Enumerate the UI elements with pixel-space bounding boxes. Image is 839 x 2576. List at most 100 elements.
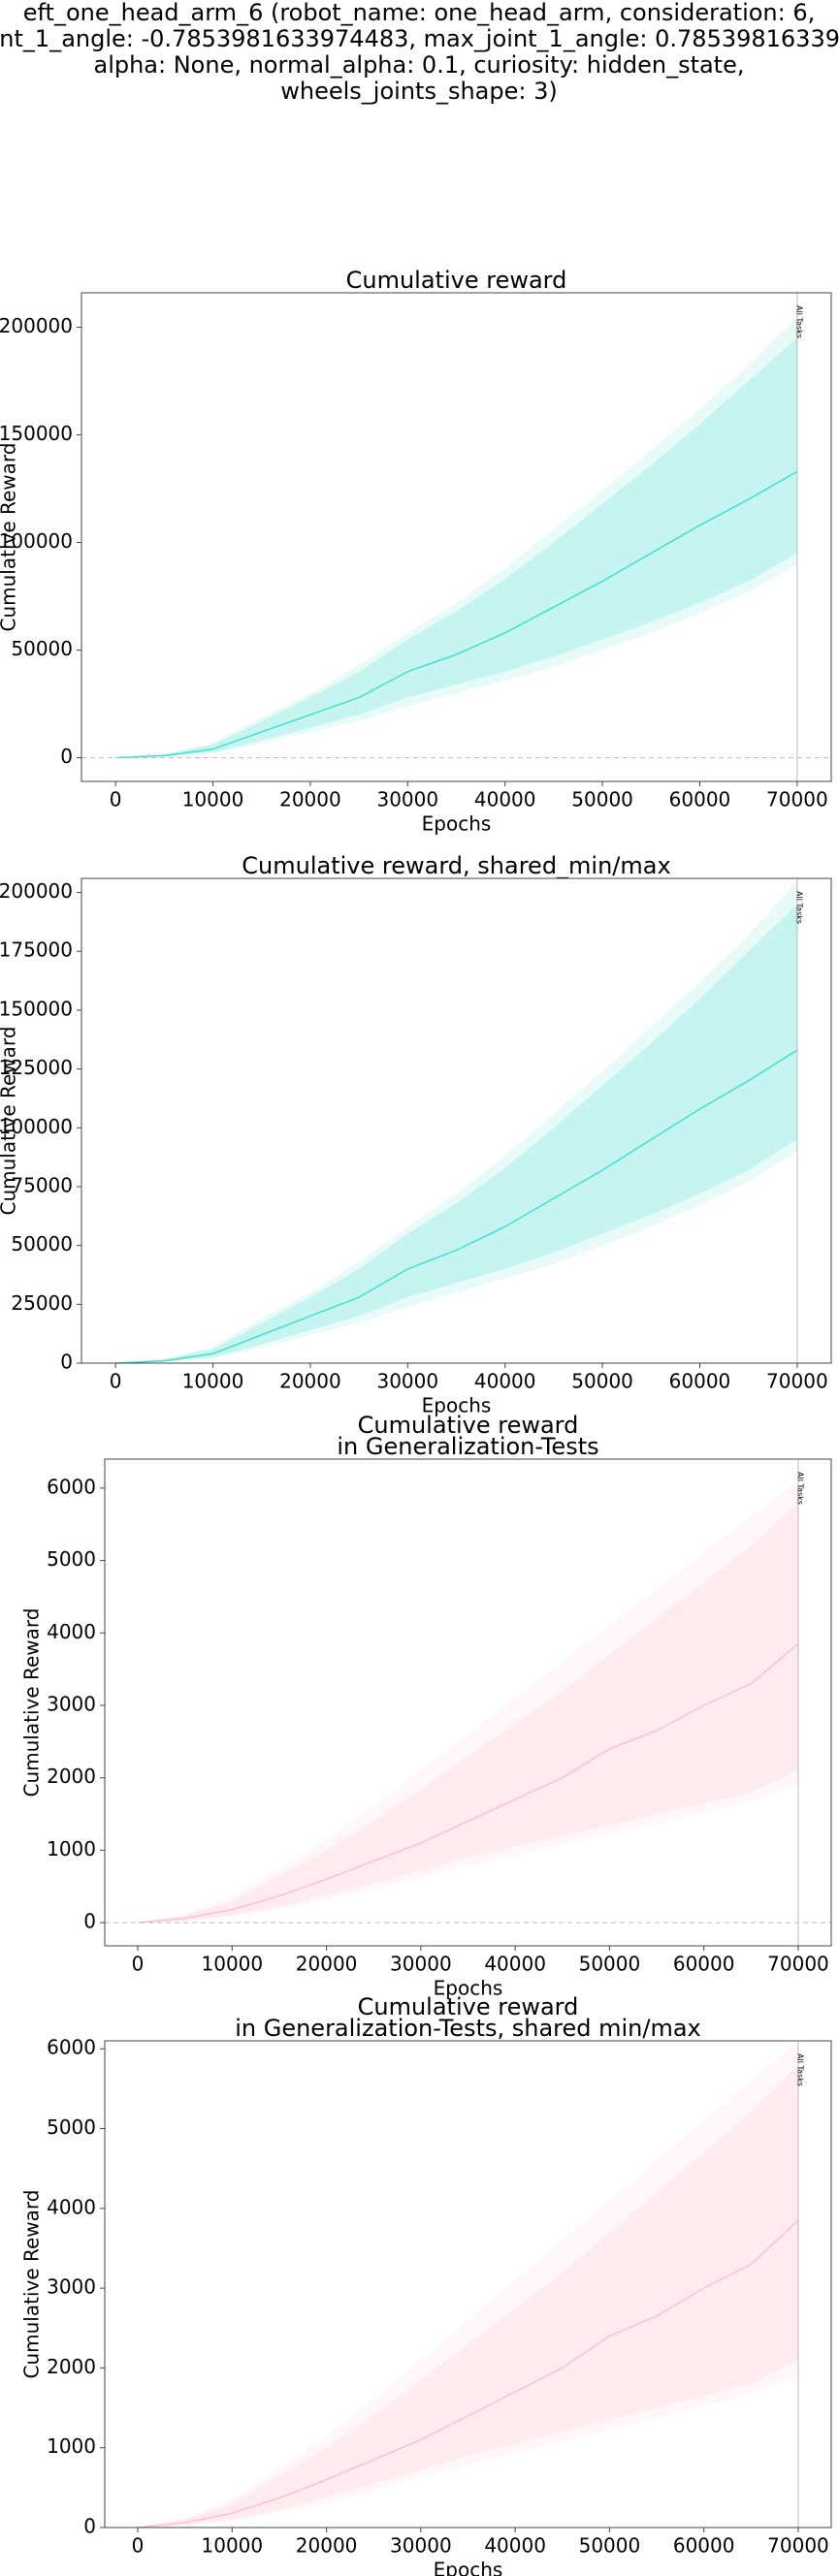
x-tick-label: 70000 [767, 2534, 829, 2558]
x-tick-label: 30000 [376, 1370, 438, 1393]
y-axis-label: Cumulative Reward [20, 2190, 44, 2379]
x-tick-label: 0 [132, 1953, 145, 1976]
mean-line [137, 1642, 799, 1924]
y-tick-label: 150000 [0, 422, 73, 445]
x-tick-label: 60000 [673, 1953, 735, 1976]
x-tick-label: 60000 [669, 1370, 731, 1393]
x-tick-label: 20000 [279, 1370, 341, 1393]
x-axis-label: Epochs [422, 1394, 492, 1417]
x-tick-label: 40000 [474, 788, 536, 811]
x-tick-label: 10000 [202, 2534, 264, 2558]
x-tick-label: 30000 [376, 788, 438, 811]
std-band [115, 904, 797, 1363]
annotation: All Tasks [794, 305, 803, 338]
x-tick-label: 50000 [579, 2534, 641, 2558]
range-band [138, 1480, 798, 1924]
chart-title: Cumulative reward [346, 267, 567, 294]
chart-title: in Generalization-Tests, shared min/max [235, 2015, 701, 2042]
x-tick-label: 50000 [571, 788, 633, 811]
x-tick-label: 60000 [669, 788, 731, 811]
y-tick-label: 4000 [47, 2195, 96, 2218]
range-band [138, 2041, 798, 2528]
y-tick-label: 100000 [0, 529, 73, 553]
y-axis-label: Cumulative Reward [20, 1608, 44, 1797]
plot-area [137, 2041, 799, 2528]
y-tick-label: 5000 [47, 1547, 96, 1571]
std-band [138, 2064, 798, 2528]
mean-line [137, 2219, 799, 2528]
x-tick-label: 50000 [571, 1370, 633, 1393]
y-tick-label: 125000 [0, 1056, 73, 1079]
x-tick-label: 70000 [766, 788, 828, 811]
x-tick-label: 30000 [390, 1953, 452, 1976]
suptitle: alpha: None, normal_alpha: 0.1, curiosit… [93, 51, 744, 79]
x-tick-label: 60000 [673, 2534, 735, 2558]
mean-line [115, 1049, 798, 1363]
mean-line [115, 470, 798, 759]
y-tick-label: 5000 [47, 2115, 96, 2139]
y-tick-label: 0 [60, 745, 73, 768]
y-tick-label: 1000 [47, 1837, 96, 1860]
chart-title: Cumulative reward [358, 1412, 579, 1439]
x-tick-label: 0 [132, 2534, 145, 2558]
x-axis-label: Epochs [422, 812, 492, 836]
y-tick-label: 1000 [47, 2434, 96, 2458]
y-tick-label: 175000 [0, 938, 73, 962]
annotation: All Tasks [794, 891, 803, 924]
y-tick-label: 150000 [0, 997, 73, 1020]
y-tick-label: 3000 [47, 1692, 96, 1715]
std-band [138, 1502, 798, 1924]
y-tick-label: 0 [83, 2515, 96, 2538]
y-tick-label: 0 [83, 1910, 96, 1933]
x-tick-label: 10000 [182, 1370, 244, 1393]
chart-title: Cumulative reward [358, 1993, 579, 2020]
y-tick-label: 6000 [47, 1475, 96, 1498]
y-axis-label: Cumulative Reward [0, 443, 20, 632]
y-tick-label: 3000 [47, 2275, 96, 2299]
y-tick-label: 2000 [47, 1765, 96, 1788]
plot-area [81, 293, 831, 781]
chart-title: Cumulative reward, shared_min/max [242, 852, 670, 879]
y-axis-label: Cumulative Reward [0, 1027, 20, 1216]
x-tick-label: 10000 [202, 1953, 264, 1976]
x-tick-label: 0 [110, 788, 122, 811]
y-tick-label: 50000 [11, 637, 73, 660]
plot-area [105, 1459, 831, 1946]
axes-frame [104, 1458, 832, 1947]
suptitle: eft_one_head_arm_6 (robot_name: one_head… [23, 0, 816, 26]
chart-title: in Generalization-Tests [337, 1433, 598, 1460]
x-axis-label: Epochs [434, 2559, 503, 2576]
annotation: All Tasks [795, 1472, 804, 1505]
suptitle: min_joint_1_angle: -0.7853981633974483, … [0, 25, 839, 52]
y-tick-label: 0 [60, 1351, 73, 1374]
y-tick-label: 2000 [47, 2355, 96, 2378]
axes-frame [81, 877, 832, 1364]
y-tick-label: 50000 [11, 1232, 73, 1256]
subplot: Cumulative reward All Tasks 0 10000 20000 300… [0, 267, 832, 836]
axes-frame [81, 292, 832, 782]
y-tick-label: 200000 [0, 314, 73, 337]
y-tick-label: 100000 [0, 1115, 73, 1138]
x-tick-label: 40000 [484, 2534, 546, 2558]
x-tick-label: 70000 [767, 1953, 829, 1976]
y-tick-label: 25000 [11, 1291, 73, 1315]
x-tick-label: 30000 [390, 2534, 452, 2558]
y-tick-label: 6000 [47, 2036, 96, 2059]
annotation: All Tasks [795, 2053, 804, 2086]
subplot: Cumulative reward, shared_min/max All Tas… [0, 852, 832, 1417]
x-tick-label: 70000 [766, 1370, 828, 1393]
x-tick-label: 40000 [484, 1953, 546, 1976]
x-tick-label: 20000 [296, 2534, 358, 2558]
range-band [115, 316, 797, 758]
x-axis-label: Epochs [434, 1977, 503, 2000]
x-tick-label: 20000 [296, 1953, 358, 1976]
y-tick-label: 75000 [11, 1173, 73, 1196]
x-tick-label: 50000 [579, 1953, 641, 1976]
x-tick-label: 10000 [182, 788, 244, 811]
std-band [115, 337, 797, 758]
x-tick-label: 40000 [474, 1370, 536, 1393]
axes-frame [104, 2040, 832, 2528]
y-tick-label: 200000 [0, 879, 73, 903]
